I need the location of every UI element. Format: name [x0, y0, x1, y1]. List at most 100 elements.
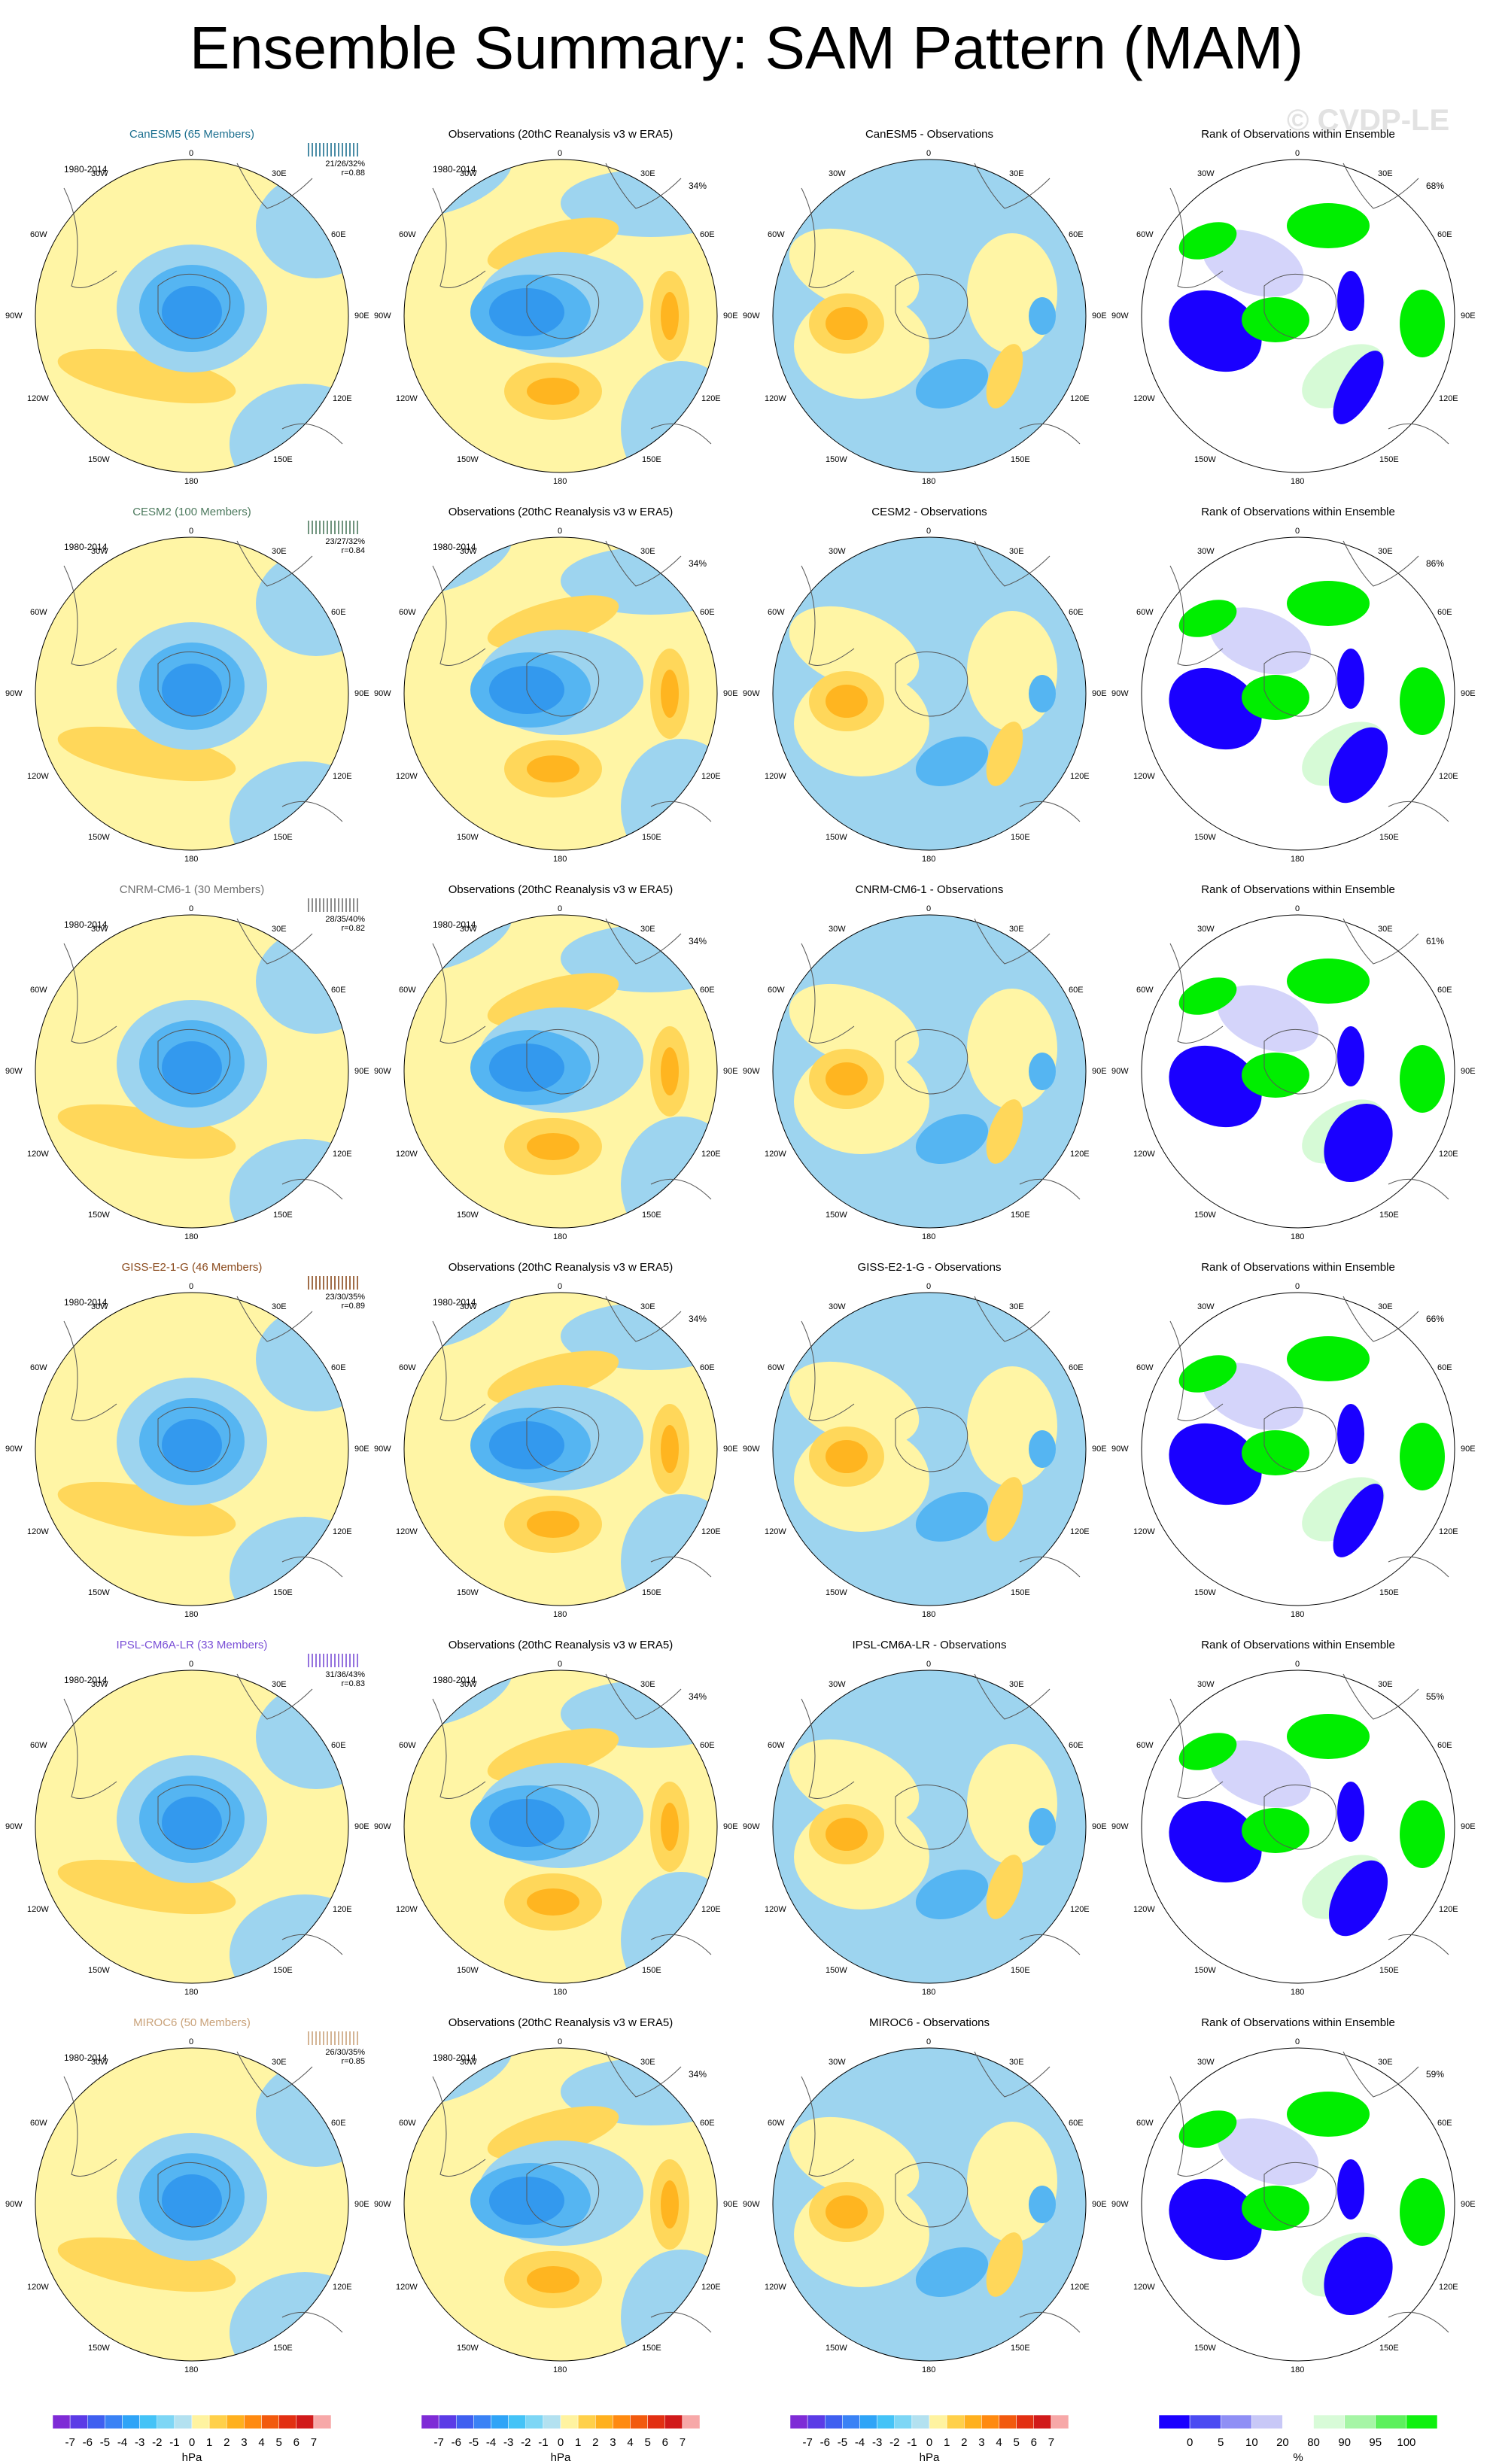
- rank-region: [1287, 2092, 1370, 2137]
- difference-title: GISS-E2-1-G - Observations: [857, 1261, 1002, 1274]
- colorbar-swatch: [825, 2415, 843, 2429]
- colorbar-tick-label: 3: [610, 2436, 616, 2449]
- south-america-coastline: [801, 187, 855, 288]
- colorbar-swatch: [174, 2415, 193, 2429]
- rank-region: [1400, 2178, 1445, 2246]
- percent-label: 55%: [1426, 1691, 1445, 1702]
- longitude-label-ne1: 30E: [272, 2058, 287, 2068]
- africa-coastline: [236, 1673, 313, 1720]
- difference-title: CanESM5 - Observations: [865, 128, 994, 141]
- longitude-label-ne2: 60E: [330, 2119, 346, 2128]
- longitude-label-sw2: 150W: [88, 454, 110, 464]
- anomaly-region: [826, 1818, 868, 1851]
- rank-region: [1178, 600, 1237, 637]
- colorbar-tick-label: -7: [65, 2436, 75, 2449]
- longitude-label-sw1: 120W: [396, 2283, 418, 2292]
- period-label: 1980-2014: [64, 919, 108, 930]
- colorbar-tick-label: 0: [188, 2436, 196, 2449]
- diff-map-panel: CNRM-CM6-1 - Observations 0 180 90E 90W 30E 60…: [743, 868, 1107, 1244]
- longitude-label-n: 0: [558, 527, 563, 536]
- rank-region: [1337, 271, 1364, 331]
- africa-coastline: [974, 540, 1051, 587]
- longitude-label-s: 180: [922, 1610, 936, 1619]
- anomaly-region: [1029, 2186, 1056, 2223]
- longitude-label-n: 0: [558, 149, 563, 158]
- longitude-label-ne1: 30E: [1378, 2058, 1393, 2068]
- pattern-stats: 26/30/35%: [325, 2048, 365, 2057]
- longitude-label-w: 90W: [5, 1445, 23, 1454]
- colorbar-swatch: [842, 2415, 860, 2429]
- longitude-label-w: 90W: [5, 311, 23, 321]
- percent-label: 34%: [689, 558, 707, 569]
- anomaly-region: [1029, 1053, 1056, 1090]
- south-america-coastline: [432, 943, 486, 1044]
- longitude-label-nw2: 60W: [30, 608, 47, 617]
- longitude-label-se2: 150E: [273, 2343, 293, 2353]
- colorbar-swatch: [560, 2415, 579, 2429]
- polar-map: [403, 1670, 718, 1984]
- colorbar-tick-label: 80: [1307, 2436, 1320, 2449]
- colorbar-tick-label: 100: [1397, 2436, 1416, 2449]
- period-label: 1980-2014: [433, 919, 476, 930]
- longitude-label-sw2: 150W: [1194, 1587, 1216, 1597]
- colorbar-swatch: [421, 2415, 439, 2429]
- longitude-label-w: 90W: [1111, 2200, 1129, 2209]
- model-title: CNRM-CM6-1 (30 Members): [119, 883, 265, 896]
- antarctica-coastline: [526, 1028, 600, 1095]
- longitude-label-sw2: 150W: [88, 1965, 110, 1975]
- anomaly-region: [1029, 297, 1056, 335]
- longitude-label-ne1: 30E: [1378, 1680, 1393, 1690]
- longitude-label-sw1: 120W: [27, 1150, 49, 1159]
- antarctica-coastline: [895, 1406, 968, 1472]
- longitude-label-se2: 150E: [1011, 2343, 1030, 2353]
- colorbar-tick-label: 3: [978, 2436, 985, 2449]
- map-boundary: [403, 1670, 718, 1984]
- longitude-label-s: 180: [553, 1232, 567, 1241]
- colorbar-tick-label: 2: [592, 2436, 599, 2449]
- map-boundary: [772, 159, 1087, 473]
- longitude-label-e: 90E: [354, 1445, 369, 1454]
- longitude-label-nw2: 60W: [1136, 1741, 1154, 1750]
- south-america-coastline: [63, 2076, 117, 2177]
- longitude-label-sw2: 150W: [88, 1587, 110, 1597]
- antarctica-coastline: [1263, 1028, 1337, 1095]
- anomaly-region: [967, 1744, 1057, 1864]
- longitude-label-ne1: 30E: [1378, 547, 1393, 557]
- colorbar-swatch: [859, 2415, 877, 2429]
- longitude-label-ne2: 60E: [699, 230, 715, 239]
- pattern-correlation: r=0.88: [341, 169, 366, 178]
- longitude-label-nw1: 30W: [460, 1680, 477, 1690]
- colorbar-tick-label: -1: [907, 2436, 917, 2449]
- longitude-label-sw2: 150W: [1194, 1965, 1216, 1975]
- rank-region: [1178, 977, 1237, 1015]
- map-boundary: [772, 2047, 1087, 2362]
- longitude-label-se1: 120E: [332, 2283, 352, 2292]
- pattern-correlation: r=0.85: [341, 2057, 366, 2066]
- polar-map: [1141, 1670, 1455, 1984]
- africa-coastline: [605, 1673, 682, 1720]
- diff-map-panel: MIROC6 - Observations 0 180 90E 90W 30E 60E 120…: [743, 2001, 1107, 2377]
- pressure-region: [661, 1803, 679, 1851]
- polar-map: [35, 2047, 349, 2362]
- longitude-label-sw1: 120W: [396, 1527, 418, 1536]
- anomaly-region: [986, 344, 1023, 409]
- africa-coastline: [236, 540, 313, 587]
- antarctica-coastline: [526, 273, 600, 339]
- longitude-label-nw1: 30W: [829, 2058, 846, 2068]
- colorbar-tick-label: -5: [99, 2436, 111, 2449]
- longitude-label-ne2: 60E: [1068, 230, 1084, 239]
- longitude-label-ne2: 60E: [1437, 608, 1452, 617]
- longitude-label-s: 180: [922, 477, 936, 486]
- colorbar-tick-label: -6: [82, 2436, 93, 2449]
- anomaly-region: [826, 307, 868, 340]
- colorbar-swatch: [630, 2415, 648, 2429]
- period-label: 1980-2014: [433, 2052, 476, 2063]
- australia-coastline: [281, 1178, 343, 1200]
- longitude-label-se1: 120E: [701, 1527, 721, 1536]
- longitude-label-ne1: 30E: [640, 2058, 655, 2068]
- longitude-label-ne2: 60E: [330, 608, 346, 617]
- colorbar-swatch: [1406, 2415, 1438, 2429]
- colorbar-swatch: [313, 2415, 332, 2429]
- longitude-label-e: 90E: [1461, 1067, 1476, 1076]
- australia-coastline: [1019, 1556, 1081, 1578]
